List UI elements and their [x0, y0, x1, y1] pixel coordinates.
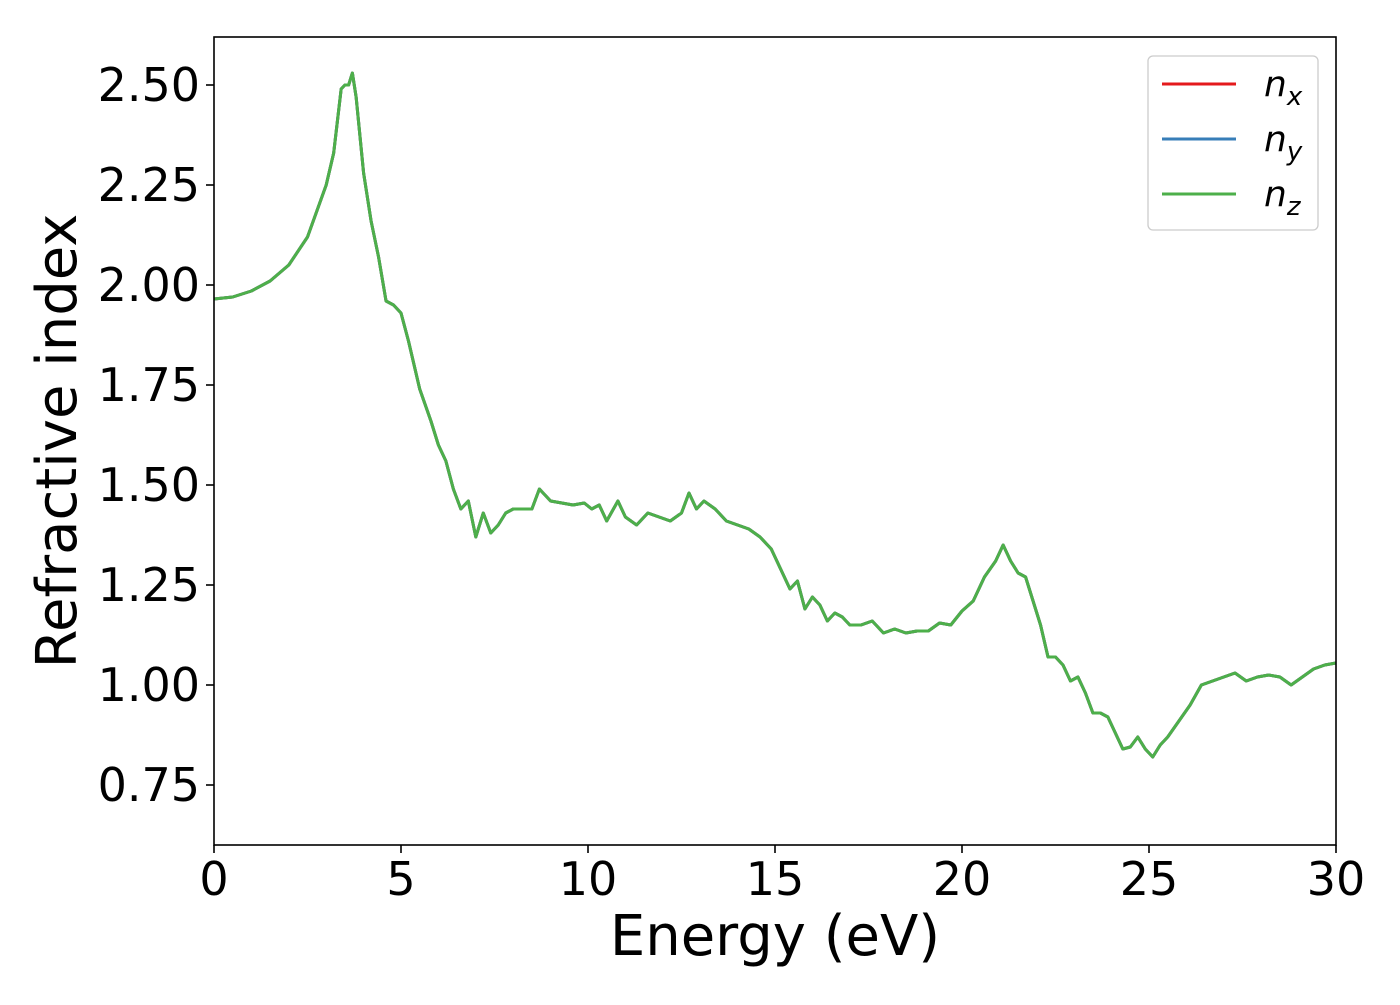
x-tick-label: 0 [199, 852, 228, 906]
plot-area [214, 71, 1336, 759]
legend-label-z: nz [1264, 174, 1302, 222]
y-tick-label: 0.75 [98, 758, 200, 812]
y-tick-label: 2.50 [98, 58, 200, 112]
y-tick-label: 2.00 [98, 258, 200, 312]
y-axis-label: Refractive index [25, 214, 90, 669]
x-axis-ticks: 0 5 10 15 20 25 30 [199, 845, 1365, 906]
x-tick-label: 15 [746, 852, 805, 906]
x-axis-label: Energy (eV) [610, 904, 940, 969]
y-axis-ticks: 0.75 1.00 1.25 1.50 1.75 2.00 2.25 2.50 [98, 58, 214, 812]
legend-box [1147, 55, 1319, 231]
legend: nx ny nz [1147, 55, 1319, 231]
y-tick-label: 1.50 [98, 458, 200, 512]
x-tick-label: 10 [559, 852, 618, 906]
legend-label-y: ny [1264, 119, 1303, 167]
y-tick-label: 2.25 [98, 158, 200, 212]
y-tick-label: 1.25 [98, 558, 200, 612]
series-line-z [214, 71, 1336, 759]
x-tick-label: 20 [933, 852, 992, 906]
x-tick-label: 30 [1307, 852, 1366, 906]
x-tick-label: 5 [386, 852, 415, 906]
legend-label-x: nx [1264, 64, 1303, 112]
y-tick-label: 1.00 [98, 658, 200, 712]
x-tick-label: 25 [1120, 852, 1179, 906]
y-tick-label: 1.75 [98, 358, 200, 412]
